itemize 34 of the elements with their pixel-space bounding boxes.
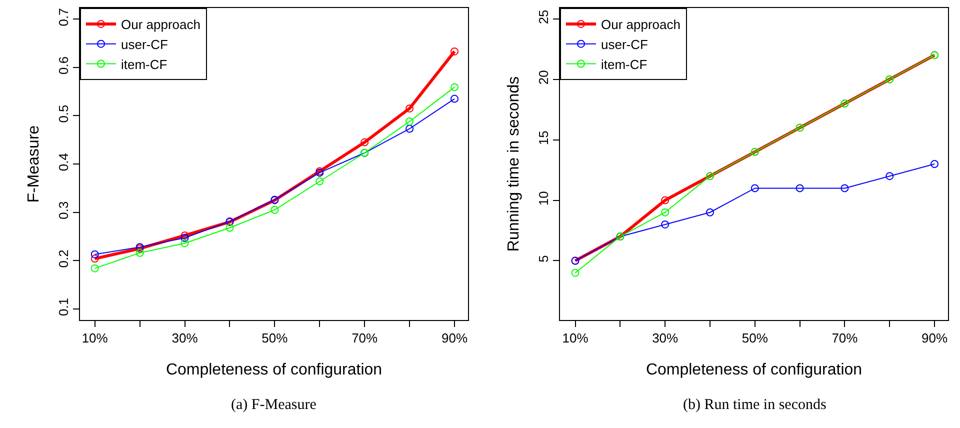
x-tick-label: 50% [262,330,288,346]
x-tick-label: 10% [562,330,589,346]
x-tick-label: 30% [172,330,198,346]
y-tick-label: 0.4 [56,153,71,172]
x-tick-label: 10% [82,330,108,346]
text: (b) Run time in seconds [683,397,826,413]
x-tick-label: 90% [441,330,468,346]
x-tick-label: 50% [742,330,768,346]
x-tick-label: 90% [922,330,948,346]
y-tick-label: 0.2 [56,250,71,268]
y-tick-label: 15 [536,130,551,146]
legend-label: item-CF [121,56,168,72]
y-axis-title: Running time in seconds [506,76,523,252]
y-axis-title: F-Measure [26,125,43,203]
y-tick-label: 0.7 [56,8,71,26]
legend-label: user-CF [601,36,648,52]
x-tick-label: 70% [352,330,378,346]
y-tick-label: 20 [536,70,551,85]
legend-label: item-CF [601,56,648,72]
y-tick-label: 5 [536,255,551,262]
y-tick-label: 0.3 [56,201,71,220]
legend-label: user-CF [121,36,168,52]
x-tick-label: 70% [832,330,858,346]
y-tick-label: 0.5 [56,104,71,123]
x-axis-title: Completeness of configuration [166,361,382,378]
legend-label: Our approach [121,17,200,32]
y-tick-label: 25 [536,10,551,24]
legend-label: Our approach [601,17,680,32]
x-axis-title: Completeness of configuration [646,361,862,378]
text: (a) F-Measure [231,397,317,413]
y-tick-label: 10 [536,191,551,206]
y-tick-label: 0.1 [56,298,71,316]
y-tick-label: 0.6 [56,56,71,74]
x-tick-label: 30% [652,330,679,346]
